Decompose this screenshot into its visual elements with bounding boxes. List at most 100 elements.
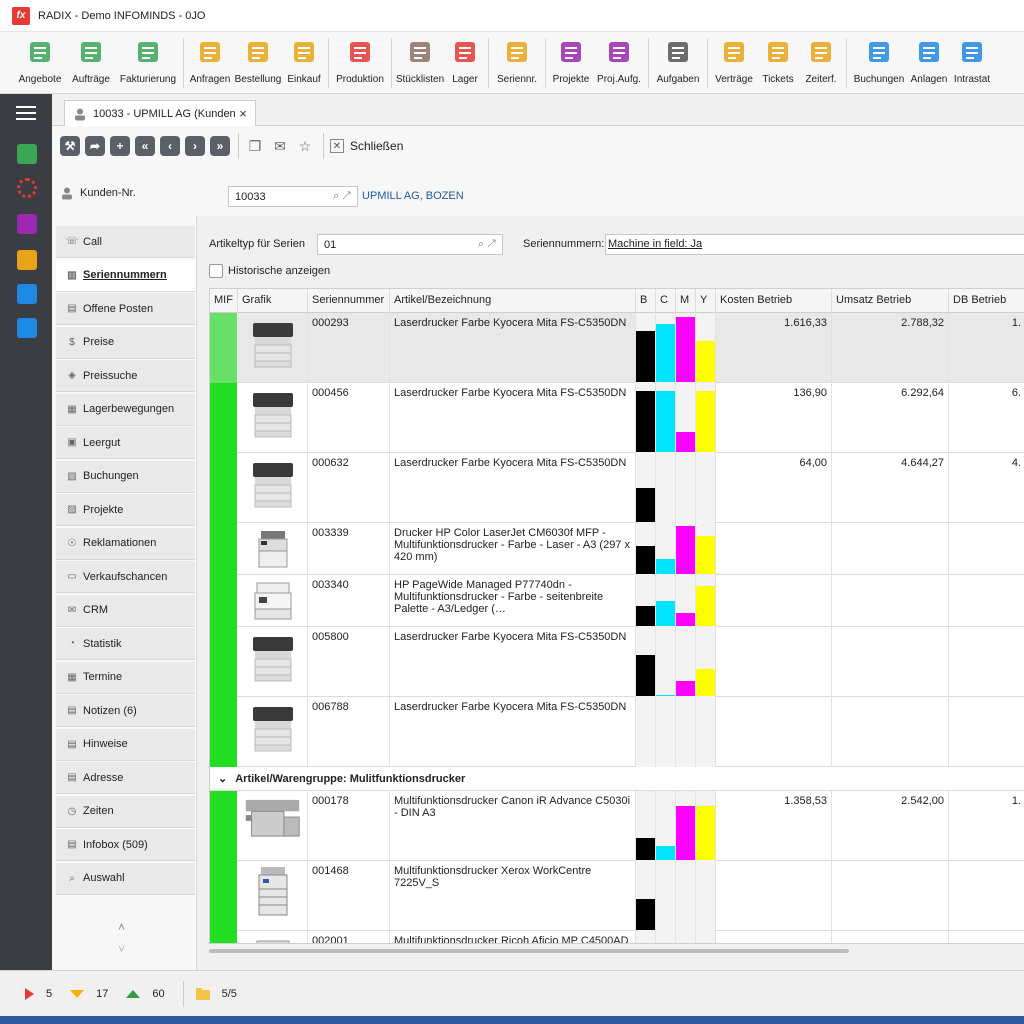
table-row[interactable]: 000178 Multifunktionsdrucker Canon iR Adv… (210, 791, 1024, 861)
ribbon-aufgaben-button[interactable]: Aufgaben (652, 32, 704, 94)
mail-icon[interactable]: ✉ (274, 137, 286, 154)
ribbon-verträge-button[interactable]: Verträge (711, 32, 757, 94)
side-item-crm[interactable]: ✉ CRM (56, 594, 195, 627)
ribbon-stücklisten-button[interactable]: Stücklisten (395, 32, 445, 94)
customer-tab[interactable]: 10033 - UPMILL AG (Kunden- × (64, 100, 256, 126)
column-header-b[interactable]: B (636, 289, 656, 313)
side-item-preise[interactable]: $ Preise (56, 326, 195, 359)
side-item-seriennummern[interactable]: ▥ Seriennummern (56, 259, 195, 292)
first-record-icon[interactable]: « (135, 136, 155, 156)
kosten-cell (716, 575, 832, 627)
status-pages[interactable]: 5/5 (195, 987, 237, 1000)
column-header-m[interactable]: M (676, 289, 696, 313)
status-green[interactable]: 60 (126, 988, 165, 1000)
checkbox[interactable] (209, 264, 223, 278)
scrollbar-thumb[interactable] (209, 949, 849, 953)
side-item-call[interactable]: ☏ Call (56, 226, 195, 258)
column-header-c[interactable]: C (656, 289, 676, 313)
table-row[interactable]: 001468 Multifunktionsdrucker Xerox WorkCe… (210, 861, 1024, 931)
collapse-chevron-icon[interactable]: ⌄ (218, 773, 228, 785)
previous-record-icon[interactable]: ‹ (160, 136, 180, 156)
side-item-label: Call (83, 235, 102, 248)
historical-checkbox[interactable]: Historische anzeigen (209, 264, 330, 278)
menu-icon[interactable] (16, 106, 36, 120)
status-yellow[interactable]: 17 (70, 988, 108, 1000)
ribbon-seriennr--button[interactable]: Seriennr. (492, 32, 542, 94)
ribbon-anlagen-button[interactable]: Anlagen (908, 32, 950, 94)
serial-filter-value[interactable]: Machine in field: Ja (605, 234, 1024, 255)
side-item-projekte[interactable]: ▨ Projekte (56, 494, 195, 526)
side-item-lagerbewegungen[interactable]: ▦ Lagerbewegungen (56, 393, 195, 426)
ribbon-bestellung-button[interactable]: Bestellung (233, 32, 283, 94)
side-item-verkaufschancen[interactable]: ▭ Verkaufschancen (56, 561, 195, 593)
side-item-hinweise[interactable]: ▤ Hinweise (56, 728, 195, 761)
table-row[interactable]: 000293 Laserdrucker Farbe Kyocera Mita FS… (210, 313, 1024, 383)
contract-icon[interactable] (17, 318, 37, 338)
horizontal-scrollbar[interactable] (209, 946, 1024, 956)
column-header-kosten-betrieb[interactable]: Kosten Betrieb (716, 289, 832, 313)
briefcase-icon[interactable] (17, 250, 37, 270)
side-item-adresse[interactable]: ▤ Adresse (56, 762, 195, 794)
table-row[interactable]: 000456 Laserdrucker Farbe Kyocera Mita FS… (210, 383, 1024, 453)
ribbon-tickets-button[interactable]: Tickets (757, 32, 799, 94)
column-header-artikel-bezeichnung[interactable]: Artikel/Bezeichnung (390, 289, 636, 313)
table-row[interactable]: 006788 Laserdrucker Farbe Kyocera Mita FS… (210, 697, 1024, 767)
side-item-buchungen[interactable]: ▧ Buchungen (56, 460, 195, 493)
column-header-db-betrieb[interactable]: DB Betrieb (949, 289, 1024, 313)
scroll-up-icon[interactable]: ˄ (118, 920, 126, 934)
side-item-offene-posten[interactable]: ▤ Offene Posten (56, 293, 195, 325)
tab-close-icon[interactable]: × (239, 106, 247, 121)
table-row[interactable]: 003339 Drucker HP Color LaserJet CM6030f … (210, 523, 1024, 575)
side-item-auswahl[interactable]: ⌕ Auswahl (56, 862, 195, 895)
books-icon[interactable] (17, 214, 37, 234)
offer-icon[interactable] (17, 144, 37, 164)
search-icon[interactable]: ⌕ ↗ (477, 238, 496, 250)
ribbon-projekte-button[interactable]: Projekte (549, 32, 593, 94)
star-icon[interactable]: ☆ (298, 137, 312, 154)
ribbon-zeiterf--button[interactable]: Zeiterf. (799, 32, 843, 94)
side-item-preissuche[interactable]: ◈ Preissuche (56, 360, 195, 392)
table-row[interactable]: 005800 Laserdrucker Farbe Kyocera Mita FS… (210, 627, 1024, 697)
column-header-grafik[interactable]: Grafik (238, 289, 308, 313)
copy-icon[interactable]: ❐ (248, 137, 262, 154)
column-header-mif[interactable]: MIF (210, 289, 238, 313)
side-item-zeiten[interactable]: ◷ Zeiten (56, 795, 195, 828)
customer-number-input[interactable]: 10033 ⌕ ↗ (228, 186, 358, 207)
ribbon-aufträge-button[interactable]: Aufträge (66, 32, 116, 94)
table-row[interactable]: 002001 Multifunktionsdrucker Ricoh Aficio… (210, 931, 1024, 943)
next-record-icon[interactable]: › (185, 136, 205, 156)
table-row[interactable]: 000632 Laserdrucker Farbe Kyocera Mita FS… (210, 453, 1024, 523)
ribbon-intrastat-button[interactable]: Intrastat (950, 32, 994, 94)
ribbon-angebote-button[interactable]: Angebote (14, 32, 66, 94)
add-icon[interactable]: + (110, 136, 130, 156)
group-header-row[interactable]: ⌄ Artikel/Warengruppe: Mulitfunktionsdruc… (210, 767, 1024, 791)
ribbon-anfragen-button[interactable]: Anfragen (187, 32, 233, 94)
side-item-reklamationen[interactable]: ☉ Reklamationen (56, 527, 195, 560)
ribbon-lager-button[interactable]: Lager (445, 32, 485, 94)
customer-name-link[interactable]: UPMILL AG, BOZEN (362, 190, 464, 202)
scroll-down-icon[interactable]: ˅ (118, 942, 126, 956)
ribbon-buchungen-button[interactable]: Buchungen (850, 32, 908, 94)
column-header-y[interactable]: Y (696, 289, 716, 313)
side-item-statistik[interactable]: ◔ Statistik (56, 628, 195, 660)
side-item-infobox-509[interactable]: ▤ Infobox (509) (56, 829, 195, 861)
side-item-leergut[interactable]: ▣ Leergut (56, 427, 195, 459)
booking-icon[interactable] (17, 284, 37, 304)
article-type-input[interactable]: 01 ⌕ ↗ (317, 234, 503, 255)
column-header-seriennummer[interactable]: Seriennummer (308, 289, 390, 313)
side-item-termine[interactable]: ▦ Termine (56, 661, 195, 694)
close-button[interactable]: ✕ Schließen (330, 139, 403, 153)
wrench-icon[interactable]: ⚒ (60, 136, 80, 156)
status-red[interactable]: 5 (24, 987, 52, 1000)
ribbon-einkauf-button[interactable]: Einkauf (283, 32, 325, 94)
forward-icon[interactable]: ➦ (85, 136, 105, 156)
ribbon-proj-aufg--button[interactable]: Proj.Aufg. (593, 32, 645, 94)
column-header-umsatz-betrieb[interactable]: Umsatz Betrieb (832, 289, 949, 313)
ribbon-fakturierung-button[interactable]: Fakturierung (116, 32, 180, 94)
last-record-icon[interactable]: » (210, 136, 230, 156)
ribbon-produktion-button[interactable]: Produktion (332, 32, 388, 94)
gear-icon[interactable] (17, 178, 37, 198)
table-row[interactable]: 003340 HP PageWide Managed P77740dn - Mul… (210, 575, 1024, 627)
search-icon[interactable]: ⌕ ↗ (332, 190, 351, 202)
side-item-notizen-6[interactable]: ▤ Notizen (6) (56, 695, 195, 727)
